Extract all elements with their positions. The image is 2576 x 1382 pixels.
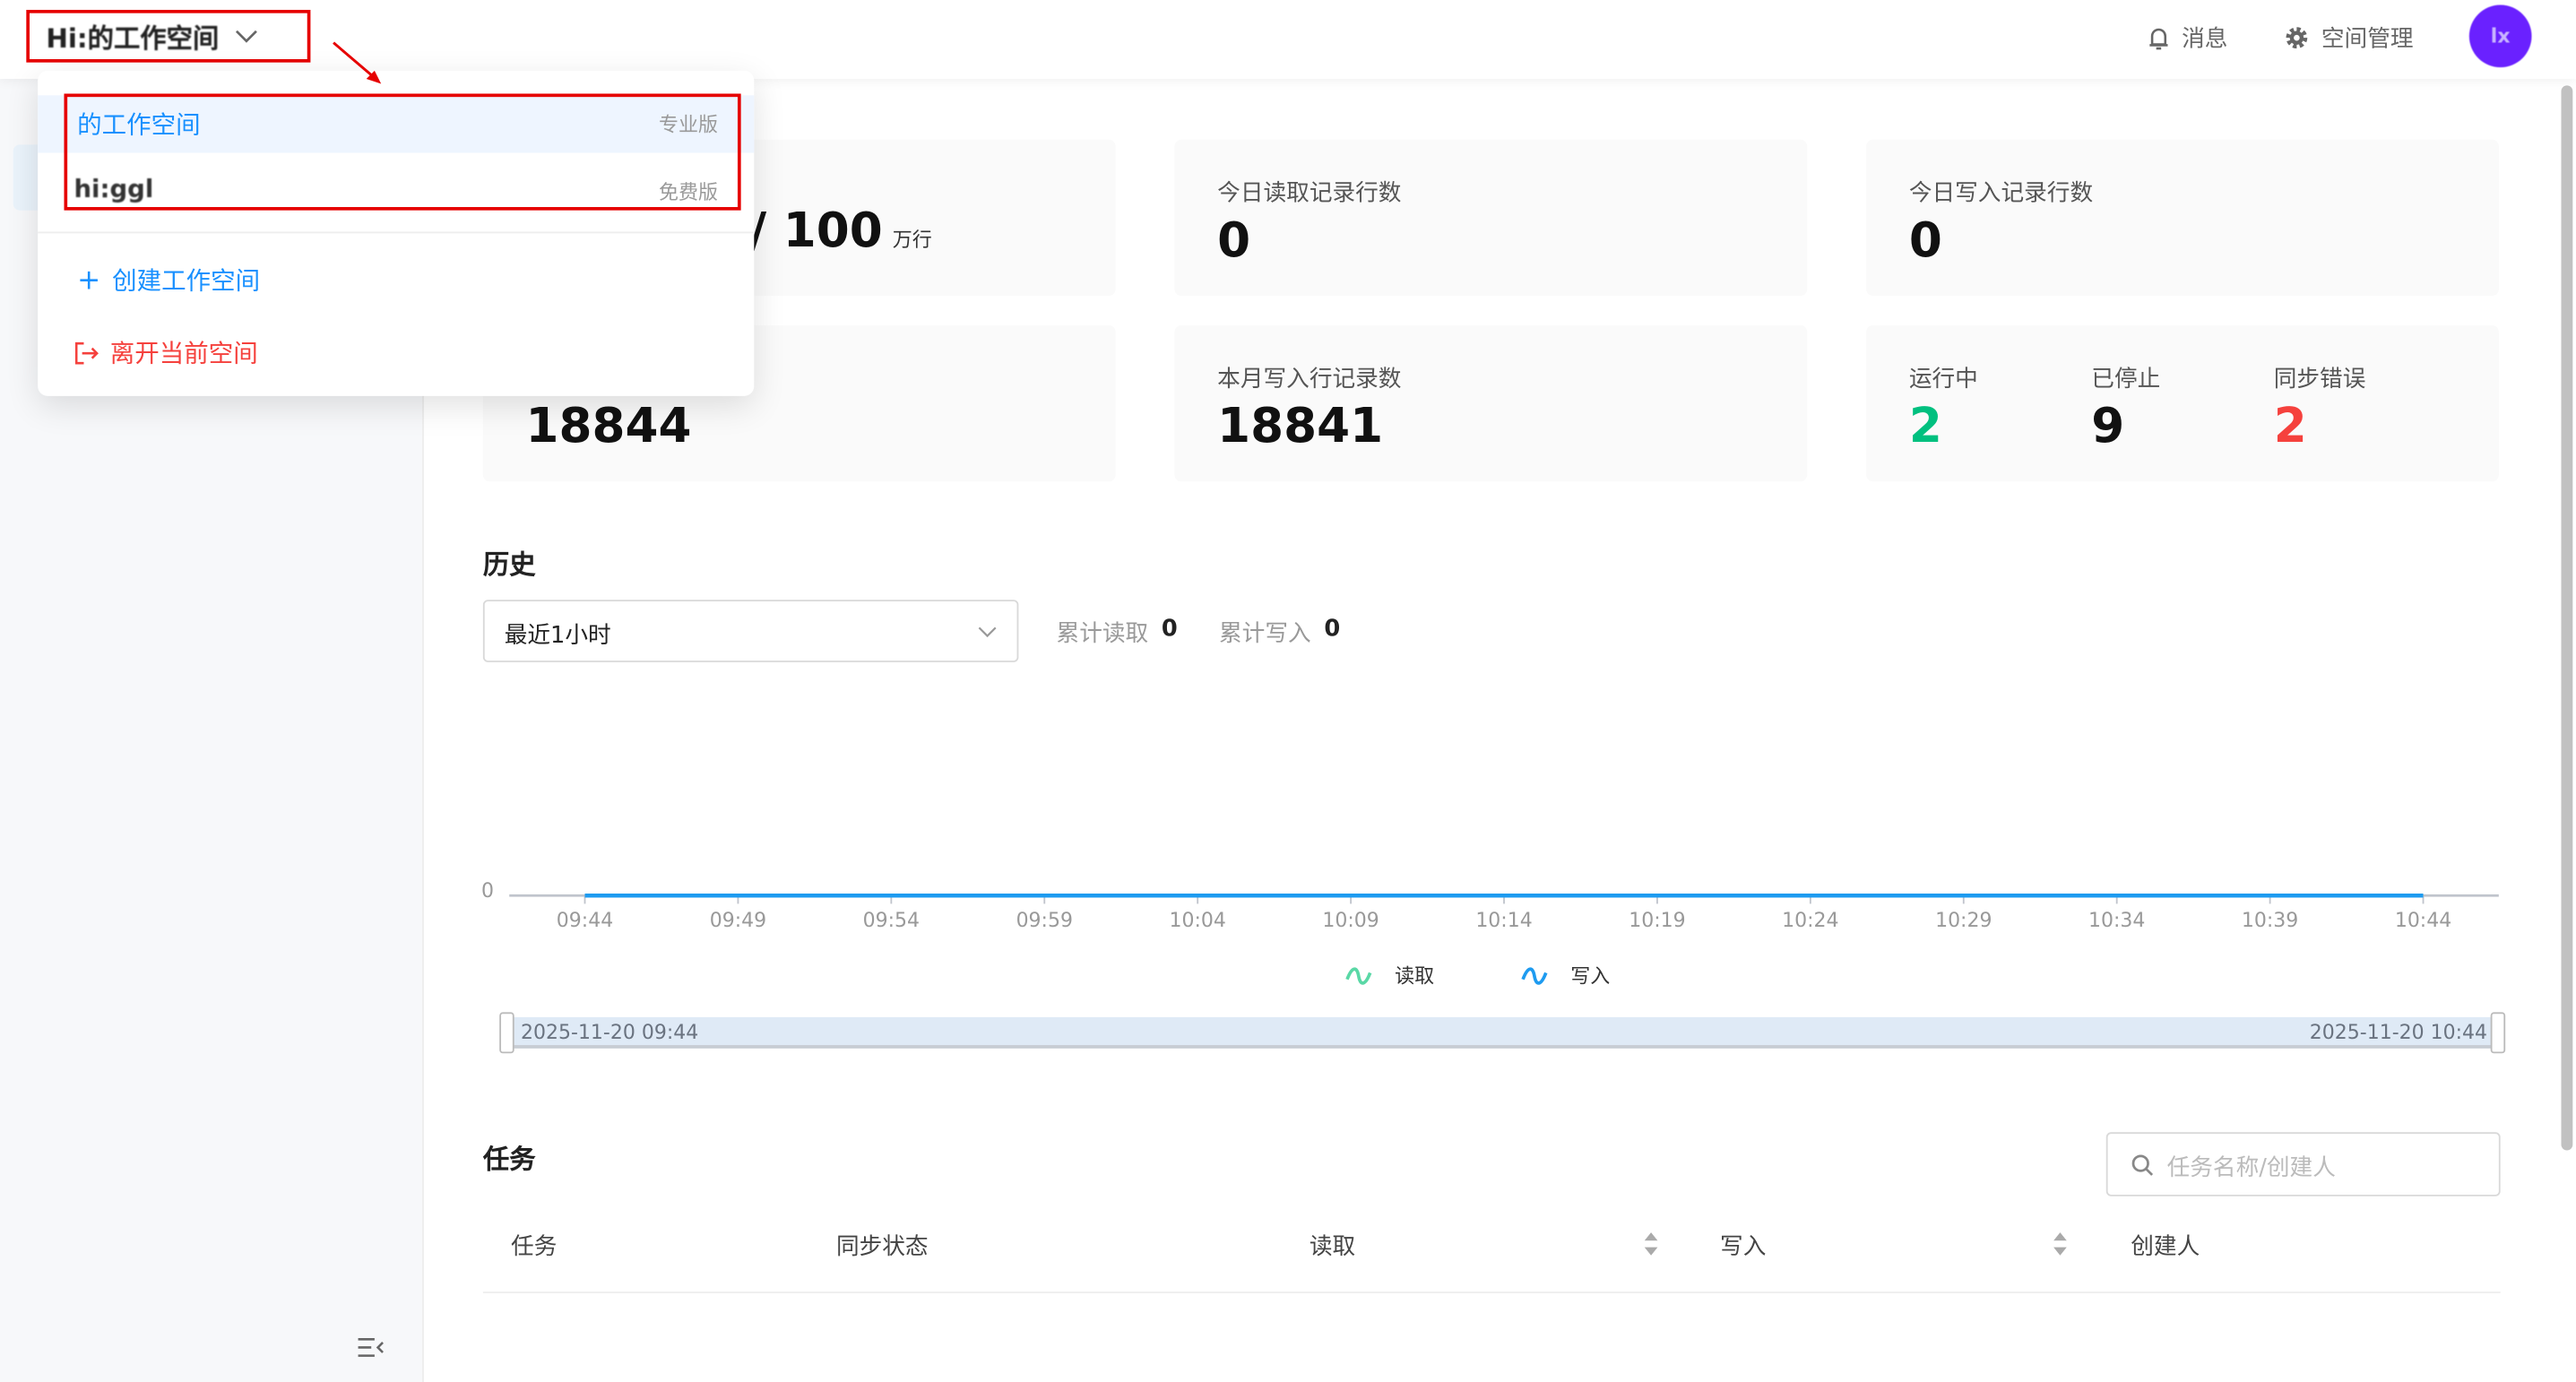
error-value: 2 [2273, 397, 2307, 454]
create-workspace-label: 创建工作空间 [112, 266, 261, 297]
workspace-dropdown: 的工作空间 专业版 hi:ggl 免费版 + 创建工作空间 离开当前空间 [38, 70, 755, 396]
workspace-name: Hi:的工作空间 [46, 22, 220, 55]
workspace-switcher[interactable]: Hi:的工作空间 [46, 16, 258, 56]
legend-read-label: 读取 [1395, 964, 1435, 988]
annotation-arrow [333, 41, 382, 84]
time-range-select[interactable]: 最近1小时 [482, 600, 1019, 662]
messages-label: 消息 [2182, 26, 2228, 53]
legend-read-icon [1345, 966, 1372, 984]
total-write: 累计写入 0 [1219, 617, 1340, 650]
gear-icon [2286, 27, 2308, 49]
space-manage-button[interactable]: 空间管理 [2284, 22, 2414, 55]
search-placeholder: 任务名称/创建人 [2166, 1154, 2336, 1182]
avatar[interactable]: lx [2468, 4, 2532, 68]
column-task: 任务 [511, 1233, 558, 1261]
leave-workspace-button[interactable]: 离开当前空间 [73, 335, 258, 370]
workspace-option[interactable]: hi:ggl 免费版 [38, 154, 754, 212]
x-tick-label: 10:04 [1169, 908, 1226, 932]
x-tick-label: 09:59 [1016, 908, 1073, 932]
x-tick-label: 10:24 [1782, 908, 1839, 932]
history-title: 历史 [482, 548, 536, 581]
x-tick-label: 09:54 [862, 908, 921, 932]
task-status-card: 运行中 2 已停止 9 同步错误 2 [1866, 325, 2499, 482]
x-tick-label: 10:34 [2088, 908, 2146, 932]
dropdown-divider [38, 231, 755, 234]
chevron-down-icon [978, 626, 997, 638]
total-write-label: 累计写入 [1219, 621, 1311, 648]
space-manage-label: 空间管理 [2321, 26, 2414, 53]
x-tick-label: 09:44 [556, 908, 614, 932]
column-sync-status: 同步状态 [835, 1233, 929, 1261]
workspace-option-selected[interactable]: 的工作空间 专业版 [38, 95, 755, 153]
stat-value: 18841 [1217, 397, 1384, 454]
quota-value: / 100 [748, 202, 883, 258]
stat-value: 0 [1908, 212, 1942, 268]
legend-write-icon [1521, 966, 1548, 984]
workspace-option-name: 的工作空间 [77, 109, 201, 140]
top-header: Hi:的工作空间 消息 空间管理 lx [0, 0, 2576, 80]
annotation-box [26, 10, 311, 63]
error-label: 同步错误 [2273, 366, 2366, 393]
column-creator: 创建人 [2131, 1233, 2200, 1261]
x-tick-label: 10:09 [1322, 908, 1379, 932]
sort-icon[interactable] [1643, 1231, 1659, 1257]
legend-write-label: 写入 [1570, 964, 1611, 988]
total-read-label: 累计读取 [1056, 621, 1149, 648]
logout-icon [74, 341, 99, 364]
column-write[interactable]: 写入 [1720, 1233, 1767, 1261]
stat-label: 本月写入行记录数 [1217, 366, 1402, 393]
create-workspace-button[interactable]: + 创建工作空间 [77, 263, 260, 298]
tasks-title: 任务 [482, 1144, 536, 1175]
workspace-option-name: hi:ggl [73, 174, 154, 204]
bell-icon [2149, 27, 2168, 49]
x-tick-label: 09:49 [709, 908, 767, 932]
avatar-text: lx [2490, 24, 2511, 48]
chevron-down-icon [236, 30, 258, 43]
sort-icon[interactable] [2052, 1231, 2068, 1257]
workspace-option-edition: 免费版 [658, 180, 718, 204]
today-read-card: 今日读取记录行数 0 [1174, 139, 1808, 297]
total-read: 累计读取 0 [1057, 617, 1178, 650]
collapse-menu-icon[interactable] [357, 1336, 386, 1360]
stopped-value: 9 [2091, 397, 2125, 454]
quota-unit: 万行 [892, 228, 932, 252]
x-tick-label: 10:39 [2241, 908, 2299, 932]
time-range-value: 最近1小时 [504, 622, 611, 650]
x-tick-label: 10:29 [1935, 908, 1993, 932]
running-value: 2 [1908, 397, 1942, 454]
slider-handle-right[interactable] [2490, 1012, 2506, 1054]
stopped-label: 已停止 [2091, 366, 2161, 393]
stat-value: 18844 [525, 397, 692, 454]
x-tick-label: 10:44 [2394, 908, 2452, 932]
column-read[interactable]: 读取 [1309, 1233, 1356, 1261]
total-write-value: 0 [1324, 616, 1341, 643]
legend-write[interactable]: 写入 [1519, 962, 1610, 989]
y-tick-label: 0 [481, 878, 495, 903]
x-tick-label: 10:19 [1629, 908, 1686, 932]
search-icon [2131, 1154, 2154, 1176]
total-read-value: 0 [1161, 616, 1178, 643]
today-write-card: 今日写入记录行数 0 [1866, 139, 2499, 297]
running-label: 运行中 [1908, 366, 1978, 393]
workspace-option-edition: 专业版 [658, 113, 718, 137]
stat-value: 0 [1217, 212, 1251, 268]
slider-start-label: 2025-11-20 09:44 [521, 1020, 699, 1044]
stat-label: 今日读取记录行数 [1217, 180, 1402, 208]
legend-read[interactable]: 读取 [1344, 962, 1434, 989]
time-range-slider[interactable]: 2025-11-20 09:44 2025-11-20 10:44 [509, 1016, 2498, 1049]
table-header [482, 1213, 2501, 1293]
month-write-card: 本月写入行记录数 18841 [1174, 325, 1808, 482]
stat-label: 今日写入记录行数 [1908, 180, 2094, 208]
slider-handle-left[interactable] [499, 1012, 514, 1054]
task-search-input[interactable]: 任务名称/创建人 [2105, 1132, 2501, 1196]
leave-workspace-label: 离开当前空间 [109, 338, 258, 368]
annotation-box [64, 93, 741, 211]
plus-icon: + [77, 263, 101, 297]
slider-end-label: 2025-11-20 10:44 [2309, 1020, 2488, 1044]
scrollbar[interactable] [2561, 85, 2573, 1151]
x-tick-label: 10:14 [1475, 908, 1533, 932]
messages-button[interactable]: 消息 [2148, 22, 2228, 55]
